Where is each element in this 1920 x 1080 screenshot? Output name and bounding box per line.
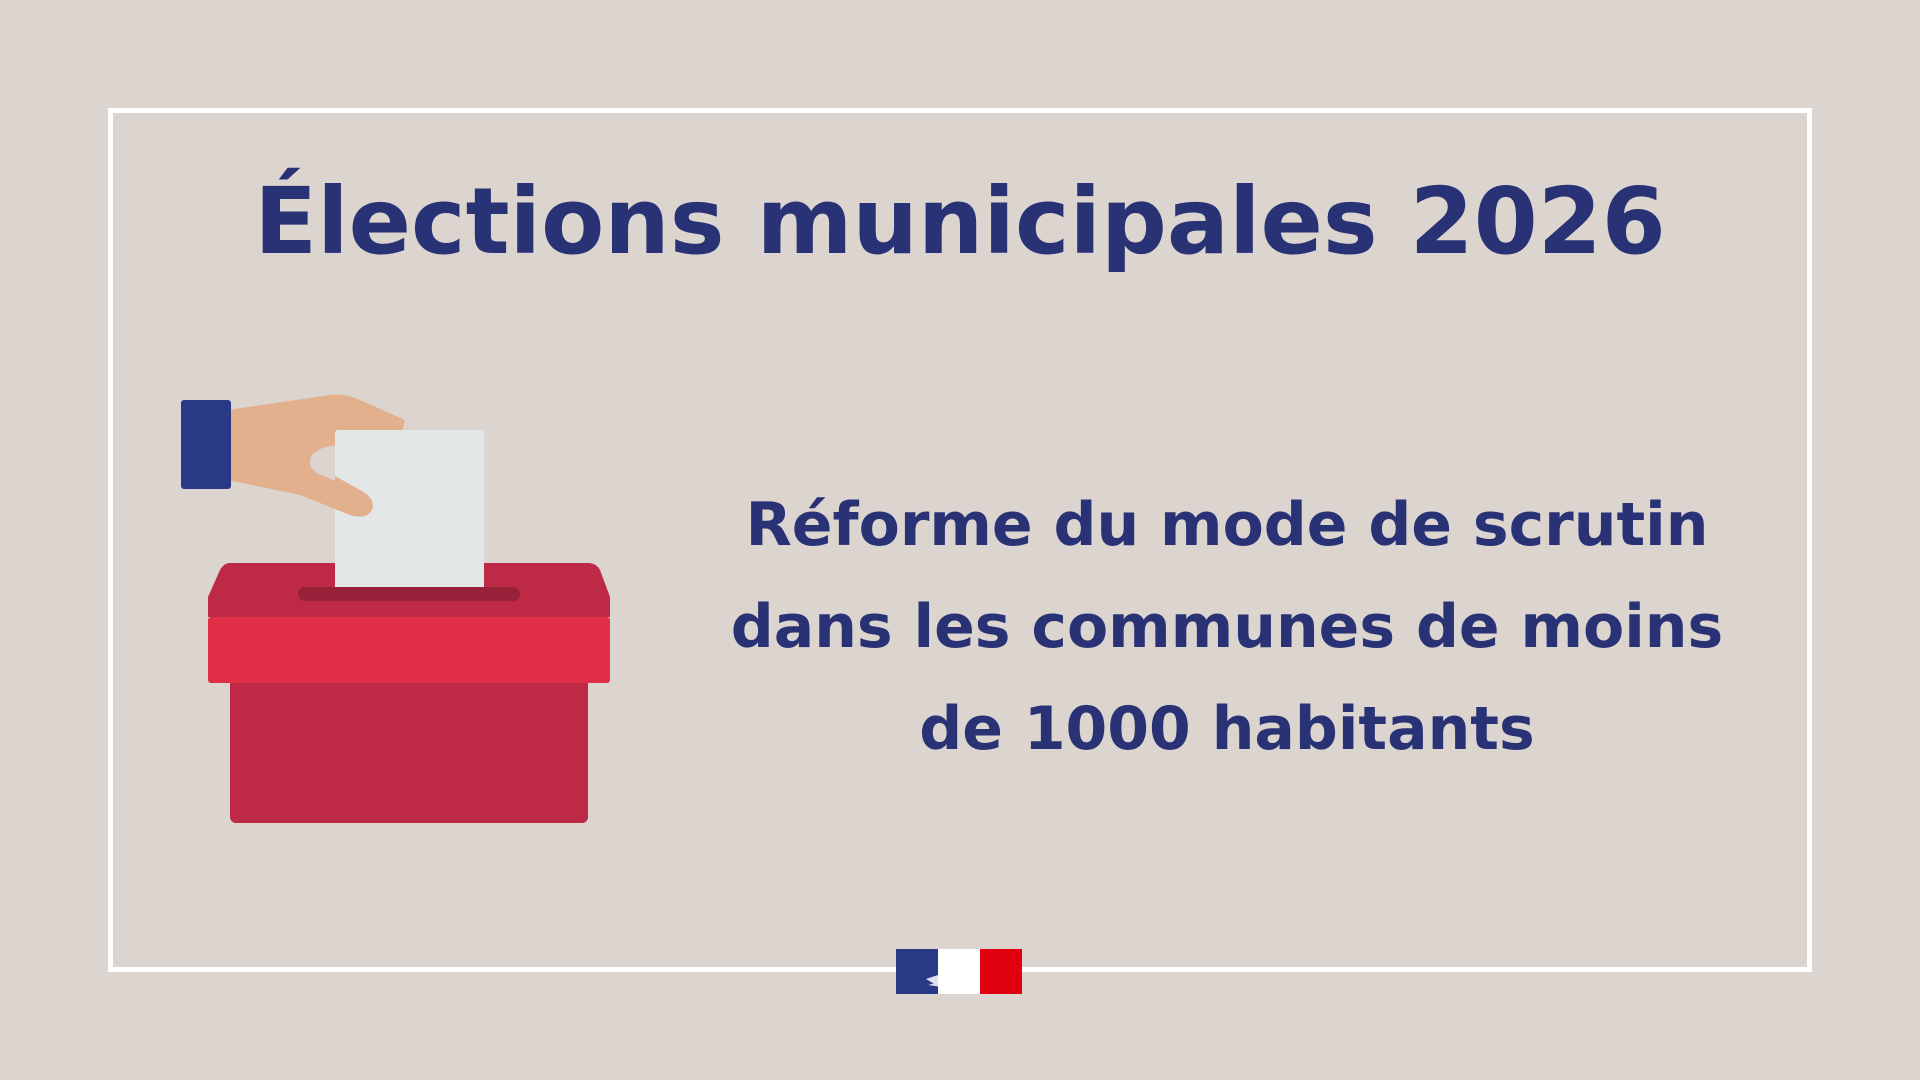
subtitle-line-2: dans les communes de moins bbox=[730, 592, 1724, 662]
subtitle: Réforme du mode de scrutin dans les comm… bbox=[680, 474, 1774, 780]
ballot-slot bbox=[298, 587, 520, 601]
subtitle-line-3: de 1000 habitants bbox=[919, 694, 1535, 764]
page-title: Élections municipales 2026 bbox=[254, 168, 1666, 275]
subtitle-line-1: Réforme du mode de scrutin bbox=[745, 490, 1709, 560]
sleeve-icon bbox=[181, 400, 231, 489]
hand-icon bbox=[228, 394, 405, 517]
marianne-logo bbox=[896, 949, 1022, 994]
ballot-paper-icon bbox=[335, 430, 484, 590]
